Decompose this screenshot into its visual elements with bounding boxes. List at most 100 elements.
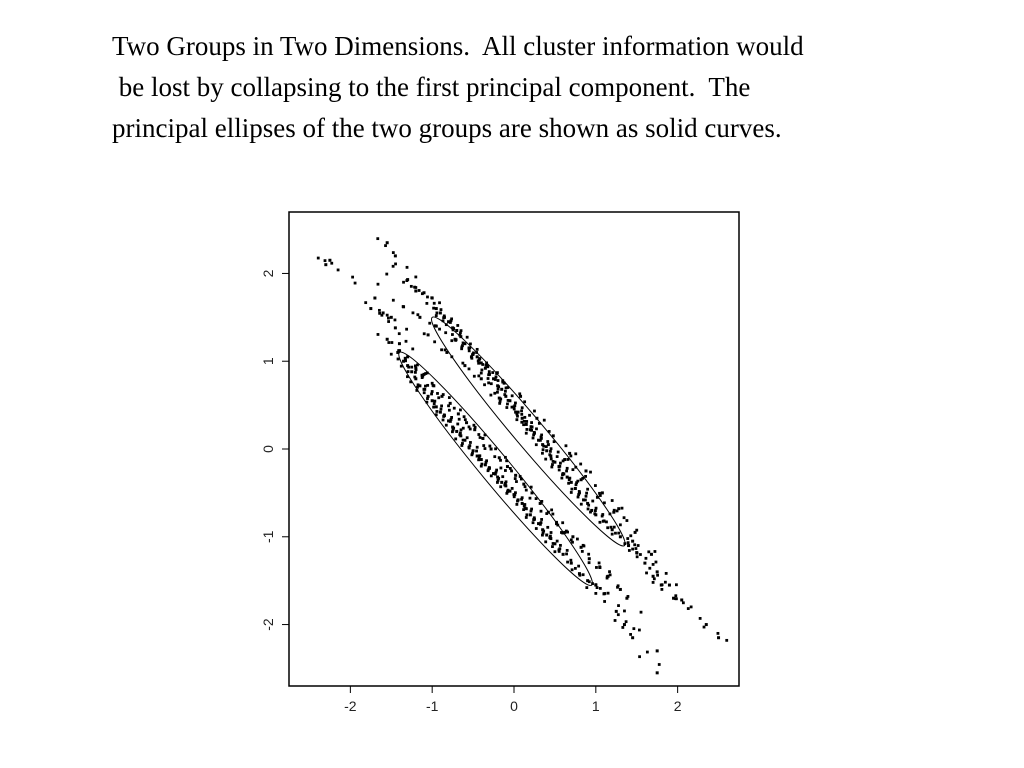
scatter-point [589,510,592,514]
scatter-point [608,573,612,577]
scatter-point [631,547,635,551]
scatter-point [594,506,598,510]
scatter-point [420,292,424,296]
scatter-point [574,465,578,469]
scatter-point [496,387,500,391]
x-tick-label: 1 [592,698,600,714]
scatter-point [663,580,667,584]
scatter-point [651,581,655,584]
scatter-point [449,319,453,323]
scatter-point [540,433,544,437]
scatter-point [378,308,381,312]
y-tick-label: -2 [260,618,276,631]
scatter-point [369,307,373,311]
scatter-point [489,474,493,478]
scatter-point [493,378,497,381]
scatter-point [530,507,533,511]
scatter-point [451,328,455,332]
scatter-point [492,377,496,381]
scatter-point [469,355,473,359]
scatter-point [430,392,433,396]
scatter-point [504,389,507,393]
scatter-point [525,513,529,517]
scatter-point [467,367,471,371]
scatter-point [384,244,387,248]
scatter-point [605,520,608,524]
scatter-point [537,522,541,526]
scatter-point [486,377,490,380]
scatter-point [483,383,486,387]
scatter-point [518,392,522,396]
scatter-point [391,264,395,268]
scatter-point [473,425,477,429]
scatter-point [459,428,463,432]
scatter-point [579,545,583,549]
scatter-point [637,628,641,632]
scatter-point [590,508,594,512]
scatter-point [520,496,524,500]
scatter-point [426,394,430,398]
scatter-point [410,365,414,369]
scatter-point [546,525,550,529]
scatter-point [623,609,626,613]
scatter-point [541,531,545,535]
scatter-point [508,466,512,470]
scatter-point [459,431,462,435]
scatter-point [426,397,429,400]
scatter-point [516,414,519,418]
scatter-point [459,329,463,333]
scatter-point [616,613,620,617]
scatter-point [577,491,581,495]
scatter-point [485,459,488,463]
scatter-point [605,575,609,579]
y-tick-label: 1 [260,357,276,365]
scatter-point [508,489,512,493]
scatter-point [561,459,565,463]
scatter-point [524,516,528,519]
scatter-point [441,319,445,323]
scatter-point [433,324,437,328]
scatter-point [522,423,526,427]
scatter-point [612,508,616,512]
scatter-point [606,591,610,595]
scatter-point [520,416,524,420]
scatter-point [477,374,481,378]
scatter-point [405,265,409,269]
scatter-point [506,402,509,406]
scatter-point [491,371,495,374]
scatter-point [475,454,479,458]
scatter-point [516,410,520,414]
scatter-point [399,364,403,368]
scatter-point [414,289,418,293]
scatter-point [519,394,523,398]
scatter-point [689,605,693,609]
scatter-point [631,539,635,543]
scatter-point [494,375,498,379]
scatter-point [513,404,517,408]
scatter-point [549,531,553,534]
scatter-point [406,355,410,359]
scatter-point [420,376,424,379]
scatter-point [459,335,463,339]
scatter-point [569,558,573,562]
scatter-point [552,440,556,444]
scatter-point [553,460,557,464]
scatter-point [717,636,721,640]
scatter-point [444,423,448,427]
scatter-point [458,433,462,437]
scatter-point [449,418,453,421]
scatter-point [584,494,588,498]
scatter-point [510,487,514,490]
scatter-point [478,436,482,439]
scatter-point [635,555,639,559]
scatter-point [473,428,477,432]
scatter-point [532,518,536,521]
scatter-point [484,460,488,464]
scatter-point [570,487,574,491]
scatter-point [422,332,426,336]
y-tick-label: 2 [260,269,276,277]
scatter-point [499,485,503,489]
scatter-point [565,552,568,556]
scatter-point [456,324,460,327]
scatter-point [635,528,639,532]
